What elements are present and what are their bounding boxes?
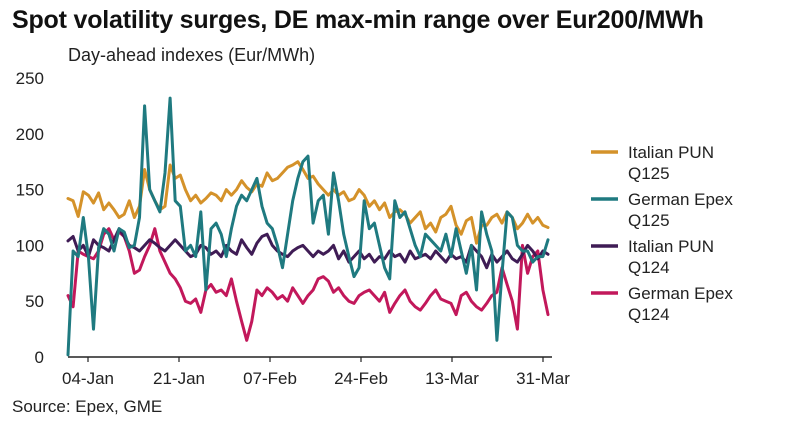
x-axis-tick-labels: 04-Jan 21-Jan 07-Feb 24-Feb 13-Mar 31-Mar (62, 369, 570, 388)
legend-label: Italian PUN (628, 237, 714, 256)
legend-label: German Epex (628, 190, 733, 209)
source-note: Source: Epex, GME (12, 397, 163, 416)
x-tick-label: 13-Mar (425, 369, 479, 388)
chart-title: Spot volatility surges, DE max-min range… (12, 6, 704, 34)
legend-label: Q124 (628, 258, 670, 277)
y-tick-label: 250 (16, 69, 44, 88)
y-tick-label: 0 (35, 348, 44, 367)
y-axis-tick-labels: 0 50 100 150 200 250 (16, 69, 44, 367)
x-tick-label: 07-Feb (243, 369, 297, 388)
legend-label: Q125 (628, 164, 670, 183)
y-tick-label: 200 (16, 125, 44, 144)
series-line-german-epex-q124 (66, 227, 550, 342)
x-tick-label: 31-Mar (516, 369, 570, 388)
legend-label: Q124 (628, 305, 670, 324)
y-tick-label: 50 (25, 292, 44, 311)
legend: Italian PUN Q125 German Epex Q125 Italian PU… (591, 143, 733, 324)
legend-label: Italian PUN (628, 143, 714, 162)
chart-subtitle: Day-ahead indexes (Eur/MWh) (68, 45, 316, 65)
x-tick-label: 21-Jan (153, 369, 205, 388)
legend-label: Q125 (628, 211, 670, 230)
x-tick-label: 24-Feb (334, 369, 388, 388)
series-lines (66, 96, 550, 357)
series-line-german-epex-q125 (66, 96, 550, 357)
x-tick-label: 04-Jan (62, 369, 114, 388)
y-tick-label: 150 (16, 181, 44, 200)
y-tick-label: 100 (16, 236, 44, 255)
legend-label: German Epex (628, 284, 733, 303)
x-axis-ticks (87, 357, 544, 362)
